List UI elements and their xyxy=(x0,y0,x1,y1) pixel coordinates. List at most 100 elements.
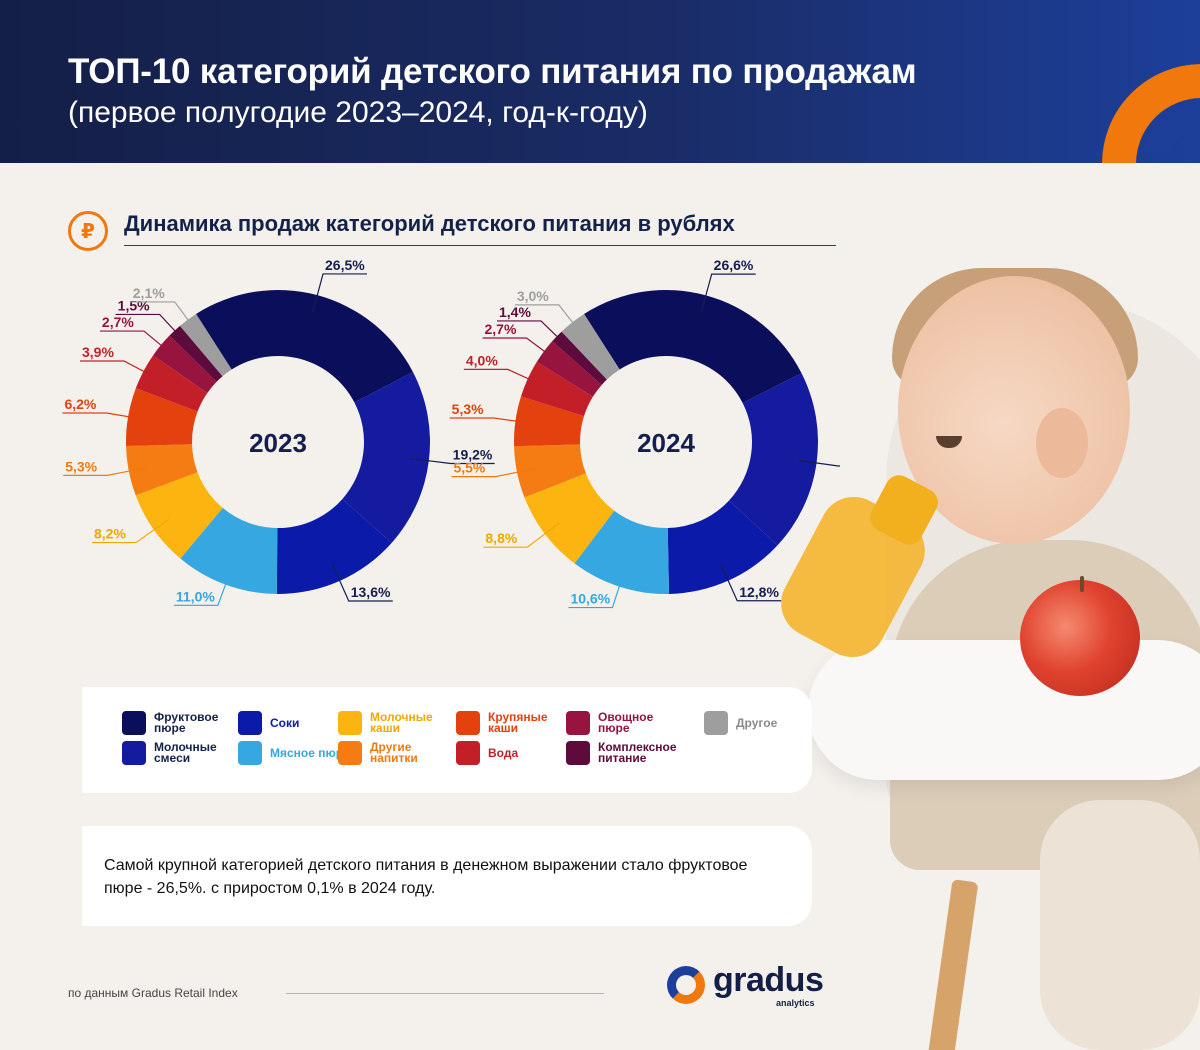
donut-slice xyxy=(179,313,232,377)
donut-chart-2023: 26,5% 19,2% 13,6% 11,0% 8,2% 5,3% 6,2% 3,9% 2,7%… xyxy=(62,260,495,606)
chart-legend: Фруктовое пюре Молочные смеси Соки Мясное п… xyxy=(82,687,812,793)
apple-stem xyxy=(1080,576,1084,592)
donut-slice xyxy=(524,473,615,564)
legend-label: Комплексное питание xyxy=(598,740,677,765)
legend-label: Вода xyxy=(488,745,519,760)
label-leader-line xyxy=(720,564,782,602)
donut-slice xyxy=(276,499,392,594)
donut-chart-2024: 26,6%19,4%12,8%10,6%8,8%5,5%5,3%4,0%2,7%… xyxy=(449,260,840,609)
donut-slice xyxy=(135,472,223,559)
legend-label: Другие напитки xyxy=(370,740,418,765)
page-subtitle: (первое полугодие 2023–2024, год-к-году) xyxy=(68,96,648,129)
insight-text: Самой крупной категорией детского питани… xyxy=(104,857,748,897)
baby-leg xyxy=(1040,800,1200,1050)
label-leader-line xyxy=(700,273,756,313)
legend-swatch xyxy=(122,741,146,765)
label-leader-line xyxy=(451,468,535,478)
donut-slice xyxy=(514,444,586,498)
label-leader-line xyxy=(312,273,368,313)
label-leader-line xyxy=(99,330,176,358)
label-leader-line xyxy=(410,457,495,465)
data-label: 5,3% xyxy=(65,458,97,474)
legend-swatch xyxy=(238,741,262,765)
donut-slice xyxy=(514,396,584,447)
label-leader-line xyxy=(92,518,169,544)
data-label: 12,8% xyxy=(739,584,779,600)
legend-swatch xyxy=(338,741,362,765)
data-label: 2,7% xyxy=(102,314,134,330)
legend-label: Другое xyxy=(736,715,778,730)
legend-swatch xyxy=(566,741,590,765)
legend-swatch xyxy=(338,711,362,735)
donut-slice xyxy=(126,388,198,447)
legend-swatch xyxy=(122,711,146,735)
chair-leg xyxy=(927,879,979,1050)
legend-item: Вода xyxy=(456,741,568,765)
donut-slice xyxy=(667,500,778,594)
logo-name: gradus xyxy=(713,961,824,999)
legend-label: Соки xyxy=(270,715,300,730)
label-leader-line xyxy=(173,567,233,606)
label-leader-line xyxy=(514,304,584,337)
chair-tray xyxy=(808,640,1200,780)
legend-item: Овощное пюре xyxy=(566,711,678,735)
label-leader-line xyxy=(80,360,160,381)
donut-slice xyxy=(126,444,198,496)
label-leader-line xyxy=(798,459,840,467)
donut-slice xyxy=(561,313,620,380)
donut-slice xyxy=(584,290,802,404)
source-divider xyxy=(286,993,604,994)
label-leader-line xyxy=(449,417,534,425)
legend-item: Крупяные каши xyxy=(456,711,568,735)
data-label: 8,2% xyxy=(94,526,126,542)
legend-label: Молочные каши xyxy=(370,710,433,735)
data-label: 11,0% xyxy=(176,588,215,604)
baby-photo xyxy=(769,240,1200,1050)
legend-item: Другие напитки xyxy=(338,741,450,765)
data-label: 1,4% xyxy=(499,304,531,320)
legend-swatch xyxy=(456,741,480,765)
legend-swatch xyxy=(704,711,728,735)
data-label: 2,1% xyxy=(133,285,165,301)
label-leader-line xyxy=(63,467,147,476)
donut-center-year: 2024 xyxy=(637,428,695,458)
section-title: Динамика продаж категорий детского питан… xyxy=(124,211,735,236)
section-divider xyxy=(124,245,836,246)
legend-label: Мясное пюре xyxy=(270,745,350,760)
label-leader-line xyxy=(568,569,626,609)
label-leader-line xyxy=(115,313,188,345)
legend-label: Фруктовое пюре xyxy=(154,710,219,735)
legend-item: Молочные смеси xyxy=(122,741,234,765)
donut-slice xyxy=(153,335,217,393)
baby-ear xyxy=(1036,408,1088,478)
label-leader-line xyxy=(331,564,393,602)
source-note: по данным Gradus Retail Index xyxy=(68,986,238,1000)
apple xyxy=(1020,580,1140,696)
data-label: 4,0% xyxy=(466,352,498,368)
donut-slice xyxy=(342,372,430,543)
page-title: ТОП-10 категорий детского питания по про… xyxy=(68,52,917,91)
label-leader-line xyxy=(463,368,545,387)
donut-slice xyxy=(536,341,602,397)
legend-item: Соки xyxy=(238,711,350,735)
donut-slice xyxy=(729,373,818,546)
donut-slice xyxy=(196,290,413,403)
label-leader-line xyxy=(130,301,199,335)
label-leader-line xyxy=(497,320,571,350)
data-label: 5,5% xyxy=(453,460,485,476)
data-label: 3,9% xyxy=(82,344,114,360)
legend-label: Овощное пюре xyxy=(598,710,654,735)
donut-charts: 26,5% 19,2% 13,6% 11,0% 8,2% 5,3% 6,2% 3,9% 2,7%… xyxy=(62,260,840,609)
legend-swatch xyxy=(456,711,480,735)
data-label: 8,8% xyxy=(485,530,517,546)
data-label: 26,5% xyxy=(325,260,365,273)
label-leader-line xyxy=(482,337,559,363)
donut-slice xyxy=(574,510,670,594)
legend-label: Молочные смеси xyxy=(154,740,217,765)
data-label: 10,6% xyxy=(570,591,610,607)
data-label: 5,3% xyxy=(452,401,484,417)
label-leader-line xyxy=(483,522,560,548)
legend-label: Крупяные каши xyxy=(488,710,548,735)
data-label: 13,6% xyxy=(351,584,391,600)
logo-sub: analytics xyxy=(776,998,815,1008)
